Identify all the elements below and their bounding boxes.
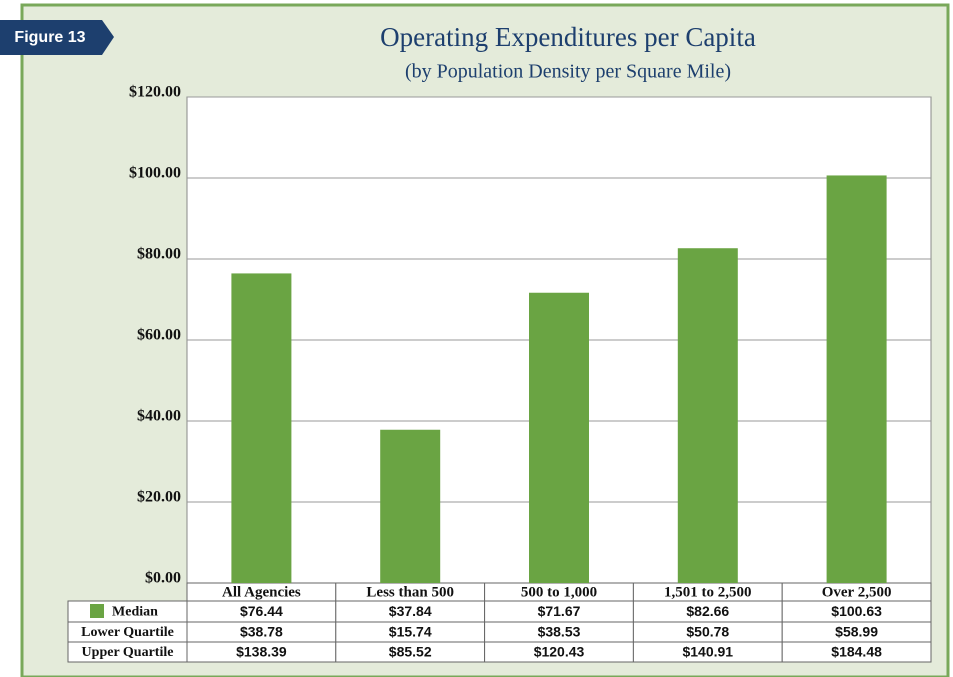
y-tick-label: $60.00 [137, 327, 181, 344]
x-tick-label: All Agencies [222, 584, 301, 600]
chart-subtitle: (by Population Density per Square Mile) [405, 61, 731, 83]
legend-label: Median [112, 605, 158, 620]
y-tick-label: $80.00 [137, 246, 181, 263]
y-tick-label: $40.00 [137, 408, 181, 425]
table-value: $140.91 [682, 644, 733, 660]
data-label: $71.67 [538, 603, 581, 619]
y-tick-label: $0.00 [145, 570, 181, 587]
data-label: $100.63 [831, 603, 882, 619]
legend-swatch [90, 604, 104, 618]
data-label: $76.44 [240, 603, 283, 619]
badge-shape [0, 20, 114, 55]
y-tick-label: $100.00 [129, 165, 181, 182]
bar [231, 273, 292, 583]
y-tick-label: $20.00 [137, 489, 181, 506]
bar [677, 248, 738, 584]
table-value: $58.99 [835, 624, 878, 640]
table-value: $120.43 [534, 644, 585, 660]
x-tick-label: 1,501 to 2,500 [664, 584, 752, 600]
chart-title: Operating Expenditures per Capita [380, 22, 756, 52]
data-label: $82.66 [686, 603, 729, 619]
table-value: $38.78 [240, 624, 283, 640]
row-label: Lower Quartile [81, 625, 174, 640]
x-tick-label: Less than 500 [366, 584, 454, 600]
bar [826, 175, 887, 584]
row-label: Upper Quartile [82, 645, 174, 660]
table-cell [781, 641, 932, 663]
x-tick-label: 500 to 1,000 [521, 584, 597, 600]
badge: Figure 13 [14, 29, 85, 46]
table-value: $50.78 [686, 624, 729, 640]
table-value: $85.52 [389, 644, 432, 660]
table-value: $15.74 [389, 624, 432, 640]
bar [380, 429, 441, 583]
y-tick-label: $120.00 [129, 84, 181, 101]
x-tick-label: Over 2,500 [822, 584, 892, 600]
table-value: $184.48 [831, 644, 882, 660]
table-value: $138.39 [236, 644, 287, 660]
data-label: $37.84 [389, 603, 432, 619]
table-value: $38.53 [538, 624, 581, 640]
bar [529, 292, 589, 583]
